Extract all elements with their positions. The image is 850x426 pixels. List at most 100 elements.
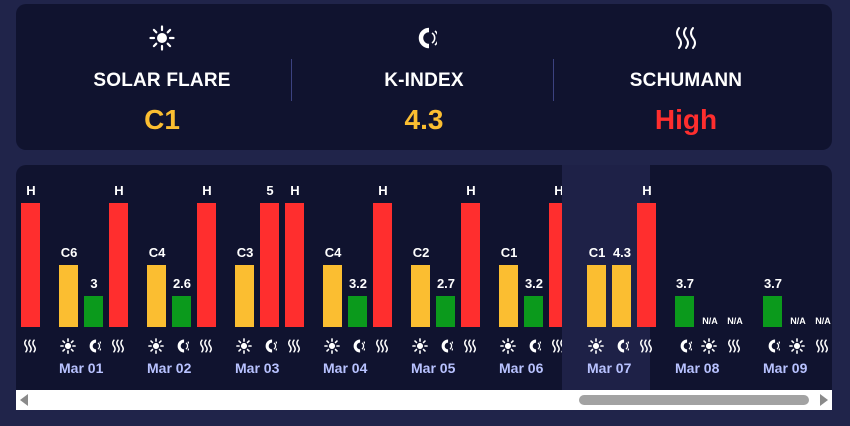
solar-bar-label: C1 (588, 245, 606, 260)
solar-bar (147, 265, 166, 327)
schumann-bar-label: H (26, 183, 36, 198)
schumann-label: SCHUMANN (629, 70, 743, 91)
magnet-icon (763, 338, 781, 354)
solar-bar (323, 265, 342, 327)
scroll-right-arrow-icon[interactable] (820, 394, 828, 406)
schumann-bar (461, 203, 480, 327)
day-date-label: Mar 04 (323, 360, 368, 376)
forecast-day: 3.7 N/A N/A Mar 09 (738, 165, 831, 390)
solar-flare-value: C1 (144, 104, 180, 135)
day-date-label: Mar 02 (147, 360, 192, 376)
kindex-bar-label: 2.6 (172, 276, 192, 291)
solar-bar-label: N/A (790, 316, 806, 326)
schumann-bar-label: H (554, 183, 564, 198)
sun-icon (587, 338, 605, 354)
magnet-icon (172, 338, 190, 354)
magnet-icon (348, 338, 366, 354)
k-index-value: 4.3 (404, 104, 444, 135)
k-index-metric: K-INDEX 4.3 (293, 4, 555, 150)
schumann-bar (197, 203, 216, 327)
scroll-left-arrow-icon[interactable] (20, 394, 28, 406)
kindex-bar (260, 203, 279, 327)
sun-icon (59, 338, 77, 354)
solar-bar-label: N/A (702, 316, 718, 326)
forecast-day: C6 3 H Mar 01 (34, 165, 128, 390)
kindex-bar (612, 265, 631, 327)
sun-icon (411, 338, 429, 354)
waves-icon (285, 338, 303, 354)
magnet-icon (293, 24, 555, 52)
day-date-label: Mar 01 (59, 360, 104, 376)
waves-icon (461, 338, 479, 354)
day-date-label: Mar 07 (587, 360, 632, 376)
divider (553, 59, 554, 101)
forecast-panel[interactable]: H C6 3 H Mar 01 C4 (16, 165, 832, 410)
waves-icon (21, 338, 39, 354)
k-index-label: K-INDEX (384, 70, 464, 91)
solar-bar (411, 265, 430, 327)
waves-icon (373, 338, 391, 354)
kindex-bar-label: 3.7 (763, 276, 783, 291)
forecast-day-today: C1 4.3 H Mar 07 (562, 165, 656, 390)
schumann-bar-label: H (378, 183, 388, 198)
waves-icon (197, 338, 215, 354)
kindex-bar-label: 3.2 (348, 276, 368, 291)
sun-icon (147, 338, 165, 354)
waves-icon (555, 24, 817, 52)
schumann-value: High (654, 104, 718, 135)
schumann-bar (285, 203, 304, 327)
kindex-bar-label: 3.7 (675, 276, 695, 291)
magnet-icon (675, 338, 693, 354)
kindex-bar (172, 296, 191, 327)
day-date-label: Mar 09 (763, 360, 808, 376)
kindex-bar (675, 296, 694, 327)
summary-card: SOLAR FLARE C1 K-INDEX 4.3 SCHUMANN (16, 4, 832, 150)
solar-flare-metric: SOLAR FLARE C1 (31, 4, 293, 150)
sun-icon (323, 338, 341, 354)
magnet-icon (84, 338, 102, 354)
schumann-bar-label: N/A (815, 316, 831, 326)
forecast-day: 3.7 N/A N/A Mar 08 (650, 165, 743, 390)
kindex-bar (84, 296, 103, 327)
solar-bar (587, 265, 606, 327)
kindex-bar-label: 3 (90, 276, 98, 291)
solar-bar-label: C1 (500, 245, 518, 260)
horizontal-scrollbar[interactable] (16, 390, 832, 410)
kindex-bar-label: 3.2 (524, 276, 544, 291)
solar-bar-label: C4 (148, 245, 166, 260)
sun-icon (788, 338, 806, 354)
solar-bar-label: C2 (412, 245, 430, 260)
forecast-day: C4 3.2 H Mar 04 (298, 165, 392, 390)
magnet-icon (612, 338, 630, 354)
scrollbar-thumb[interactable] (579, 395, 809, 405)
waves-icon (637, 338, 655, 354)
day-date-label: Mar 06 (499, 360, 544, 376)
kindex-bar-label: 4.3 (612, 245, 632, 260)
schumann-bar-label: H (114, 183, 124, 198)
forecast-day: H (16, 165, 40, 390)
schumann-bar-label: N/A (727, 316, 743, 326)
sun-icon (235, 338, 253, 354)
day-date-label: Mar 05 (411, 360, 456, 376)
magnet-icon (436, 338, 454, 354)
solar-bar (499, 265, 518, 327)
waves-icon (813, 338, 831, 354)
solar-flare-label: SOLAR FLARE (93, 70, 231, 91)
magnet-icon (524, 338, 542, 354)
schumann-bar-label: H (642, 183, 652, 198)
kindex-bar (436, 296, 455, 327)
forecast-day: C1 3.2 H Mar 06 (474, 165, 568, 390)
sun-icon (700, 338, 718, 354)
schumann-bar (373, 203, 392, 327)
waves-icon (725, 338, 743, 354)
solar-bar (235, 265, 254, 327)
day-date-label: Mar 08 (675, 360, 720, 376)
solar-bar-label: C3 (236, 245, 254, 260)
kindex-bar (348, 296, 367, 327)
divider (291, 59, 292, 101)
forecast-day: C2 2.7 H Mar 05 (386, 165, 480, 390)
solar-bar (59, 265, 78, 327)
schumann-bar-label: H (466, 183, 476, 198)
sun-icon (31, 24, 293, 52)
schumann-bar (109, 203, 128, 327)
